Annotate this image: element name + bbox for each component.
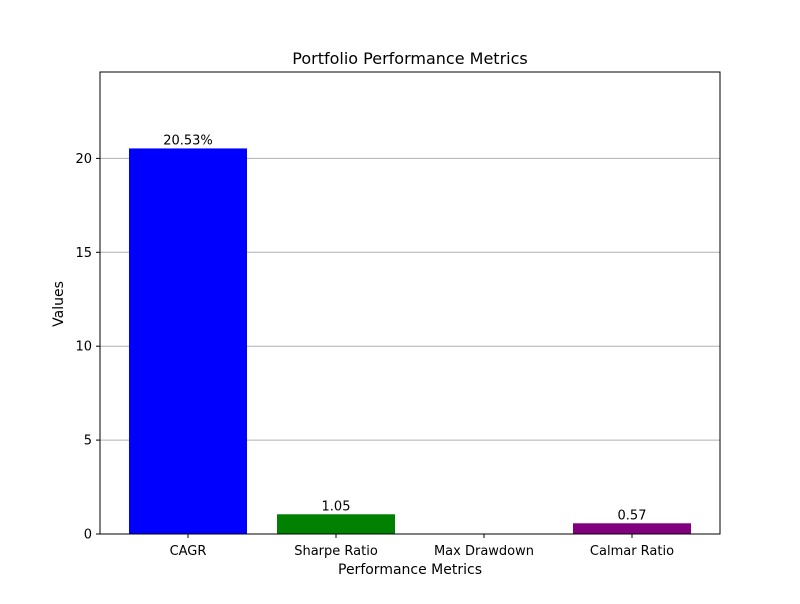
bar [277, 514, 395, 534]
bar [129, 148, 247, 534]
x-tick-label: Sharpe Ratio [294, 544, 378, 559]
x-tick-label: Calmar Ratio [590, 544, 674, 559]
bar-value-label: 0.57 [618, 508, 647, 523]
y-tick-label: 10 [75, 340, 92, 355]
plot-frame [99, 71, 721, 535]
bars [129, 148, 691, 534]
bar [573, 523, 691, 534]
y-tick-label: 0 [84, 528, 92, 543]
x-axis-label: Performance Metrics [338, 562, 482, 578]
chart-title: Portfolio Performance Metrics [292, 49, 527, 68]
x-axis-ticks: CAGR Sharpe Ratio Max Drawdown Calmar Ratio [170, 534, 674, 559]
y-tick-label: 5 [84, 434, 92, 449]
y-tick-label: 20 [75, 152, 92, 167]
y-axis-ticks: 0 5 10 15 20 [75, 152, 100, 543]
bar-value-label: 1.05 [322, 499, 351, 514]
x-tick-label: CAGR [170, 544, 207, 559]
y-axis-label: Values [51, 281, 67, 327]
y-tick-label: 15 [75, 246, 92, 261]
x-tick-label: Max Drawdown [434, 544, 534, 559]
bar-value-labels: 20.53% 1.05 0.57 [163, 133, 646, 523]
bar-value-label: 20.53% [163, 133, 213, 148]
